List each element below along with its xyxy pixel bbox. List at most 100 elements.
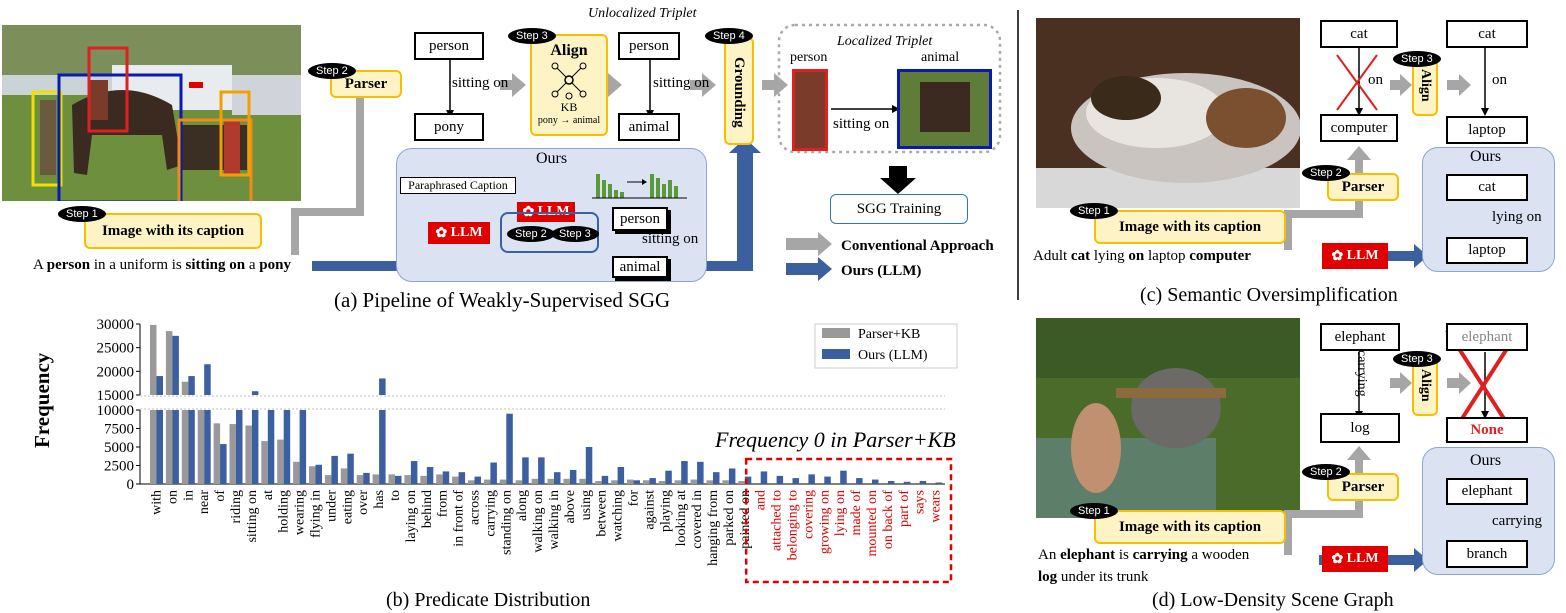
node-person-2: person: [618, 32, 680, 60]
x-tick-label: of: [213, 490, 228, 502]
x-tick-label: parked on: [722, 490, 737, 546]
x-tick-label: between: [595, 490, 610, 537]
bar-Ours (LLM)-wearing: [299, 410, 307, 484]
bar-Parser+KB-riding: [229, 424, 236, 484]
x-tick-label: under: [324, 490, 339, 522]
y-tick-label: 5000: [104, 440, 134, 456]
bar-Parser+KB-parked on: [722, 480, 729, 484]
bar-Ours (LLM)-against: [649, 478, 656, 484]
x-tick-label: looking at: [674, 490, 689, 546]
bar-Ours (LLM)-over: [363, 472, 370, 484]
edge-carrying-ours: carrying: [1492, 513, 1542, 529]
bar-Parser+KB-over: [356, 475, 364, 484]
x-tick-label: behind: [420, 490, 435, 528]
node-person-1: person: [414, 32, 484, 60]
bar-Ours (LLM)-to: [395, 475, 402, 484]
y-tick-label: 15000: [97, 388, 135, 404]
step2-badge-d: Step 2: [1302, 464, 1350, 480]
x-tick-label: walking on: [531, 490, 546, 553]
x-tick-label: in front of: [452, 490, 467, 547]
step3-badge-d: Step 3: [1393, 351, 1441, 367]
node-person-ours: person: [612, 207, 668, 231]
legend-ours-llm: Ours (LLM): [841, 263, 922, 279]
bar-Parser+KB-from: [436, 474, 443, 484]
x-tick-label: belonging to: [786, 490, 801, 560]
bar-top-Ours (LLM)-on: [172, 335, 179, 395]
step1-badge-a: Step 1: [58, 206, 106, 222]
x-tick-label: covered in: [690, 490, 705, 549]
photo-elephant: [1036, 318, 1300, 518]
edge-sitting-on-ours: sitting on: [642, 231, 699, 247]
bar-Parser+KB-holding: [277, 439, 284, 484]
legend-label: Ours (LLM): [858, 348, 928, 363]
bar-Ours (LLM)-behind: [426, 466, 434, 484]
bar-Parser+KB-of: [213, 423, 221, 484]
bar-Ours (LLM)-using: [585, 447, 593, 484]
edge-lying-on: lying on: [1492, 209, 1542, 225]
step3-badge-c: Step 3: [1393, 51, 1441, 67]
node-animal-1: animal: [618, 113, 680, 141]
step1-badge-c: Step 1: [1070, 203, 1118, 219]
bar-Ours (LLM)-from: [442, 471, 450, 484]
llm-badge-d: ✿ LLM: [1322, 546, 1388, 572]
y-tick-label: 0: [127, 477, 135, 493]
bar-Ours (LLM)-sitting on: [251, 410, 259, 484]
bar-Ours (LLM)-covered in: [697, 461, 704, 484]
bar-top-Parser+KB-with: [150, 324, 157, 395]
photo-cat: [1036, 18, 1300, 208]
x-tick-label: over: [356, 490, 371, 515]
x-tick-label: against: [642, 490, 657, 530]
y-tick-label: 7500: [104, 422, 134, 438]
node-elephant-d1: elephant: [1320, 323, 1400, 351]
x-tick-label: wears: [929, 490, 944, 523]
caption-c: (c) Semantic Oversimplification: [1140, 284, 1398, 306]
x-tick-label: made of: [849, 490, 864, 536]
mini-bar-icon: [592, 174, 687, 199]
kb-map-label: pony → animal: [537, 115, 601, 126]
node-cat-ours: cat: [1446, 174, 1528, 201]
edge-sitting-on-2: sitting on: [653, 75, 710, 91]
crop-animal: [897, 69, 992, 149]
bar-Ours (LLM)-growing on: [824, 476, 831, 484]
bar-Ours (LLM)-lying on: [840, 470, 847, 484]
bar-top-Ours (LLM)-has: [379, 378, 386, 395]
legend-swatch: [822, 328, 850, 338]
x-tick-label: sitting on: [245, 490, 260, 543]
bar-Ours (LLM)-riding: [236, 410, 243, 484]
bar-Parser+KB-above: [563, 478, 570, 484]
step2-badge-a2: Step 2: [507, 226, 555, 242]
image-with-caption-d: Image with its caption: [1094, 510, 1286, 544]
x-tick-label: on: [165, 490, 180, 504]
bar-Ours (LLM)-above: [569, 469, 577, 484]
bar-Ours (LLM)-mounted on: [872, 479, 879, 484]
grounding-label: Grounding: [731, 57, 747, 128]
bar-Parser+KB-with: [150, 410, 157, 484]
bar-Ours (LLM)-at: [267, 410, 275, 484]
bar-Parser+KB-for: [627, 479, 634, 484]
photo-horses: [2, 25, 301, 201]
bar-Parser+KB-playing: [658, 481, 666, 484]
bar-Parser+KB-at: [261, 441, 268, 484]
x-tick-label: from: [436, 490, 451, 517]
x-tick-label: walking in: [547, 490, 562, 550]
node-laptop-ours: laptop: [1446, 237, 1528, 264]
bar-Ours (LLM)-eating: [347, 453, 354, 484]
bar-Parser+KB-in: [181, 410, 189, 484]
bar-Ours (LLM)-for: [633, 480, 640, 484]
x-tick-label: near: [197, 490, 212, 514]
x-tick-label: playing: [658, 490, 673, 532]
x-tick-label: on back of: [881, 490, 896, 549]
y-tick-label: 20000: [97, 364, 135, 380]
bar-Parser+KB-across: [468, 480, 475, 484]
bar-Parser+KB-on: [165, 410, 173, 484]
bar-Ours (LLM)-on back of: [887, 481, 895, 484]
step3-badge-a: Step 3: [508, 28, 556, 44]
node-cat-c1: cat: [1320, 20, 1398, 48]
bar-Ours (LLM)-of: [220, 444, 227, 484]
bar-top-Ours (LLM)-with: [156, 376, 163, 395]
x-tick-label: above: [563, 490, 578, 523]
x-tick-label: part of: [897, 490, 912, 527]
freq-zero-annotation: Frequency 0 in Parser+KB: [715, 427, 956, 452]
bar-top-Ours (LLM)-near: [204, 364, 211, 395]
